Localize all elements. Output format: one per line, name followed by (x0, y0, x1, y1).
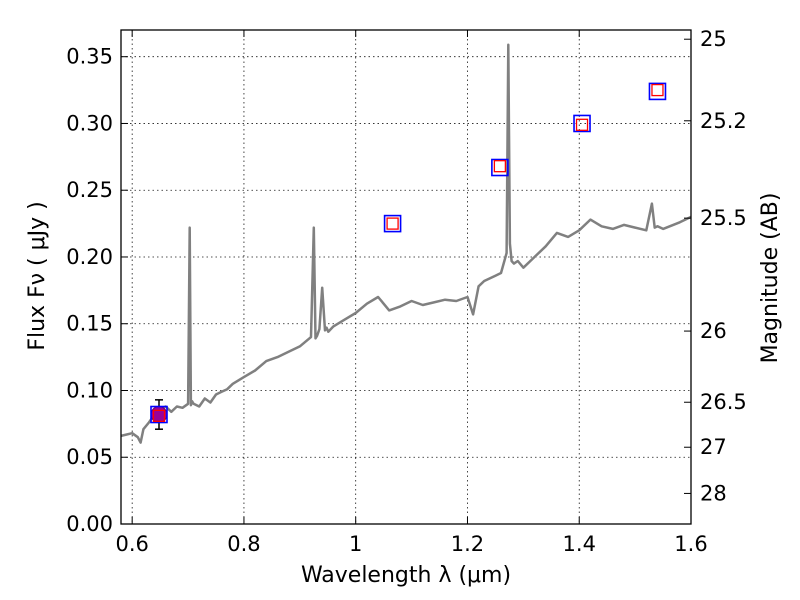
observed-point (573, 114, 591, 133)
y2-tick-label: 25.5 (700, 206, 747, 230)
model-point (152, 409, 166, 423)
x-tick-label: 1 (349, 532, 362, 556)
observed-point (491, 158, 509, 177)
x-tick-label: 0.6 (115, 532, 148, 556)
spectrum-line (120, 43, 692, 444)
x-tick-label: 1.2 (451, 532, 484, 556)
model-point (575, 118, 589, 131)
y-tick-label: 0.00 (66, 512, 113, 536)
observed-point (648, 82, 667, 101)
y-tick-label: 0.05 (66, 445, 113, 469)
x-axis-label: Wavelength λ (μm) (301, 563, 511, 588)
grid-layer (121, 30, 691, 524)
y-tick-label: 0.20 (66, 245, 113, 269)
observed-point (150, 405, 168, 424)
tick-layer: 0.6 0.8 1 1.2 1.4 1.6 0.00 0.05 0.10 0.15 0.20 0.25… (66, 27, 747, 556)
y-tick-label: 0.25 (66, 178, 113, 202)
y2-tick-label: 25 (700, 27, 727, 51)
y-tick-label: 0.15 (66, 312, 113, 336)
model-point (493, 160, 507, 173)
y2-tick-label: 25.2 (700, 109, 747, 133)
y2-tick-label: 26 (700, 319, 727, 343)
y2-tick-label: 28 (700, 481, 727, 505)
y-axis-label: Flux Fν ( μJy ) (25, 201, 50, 350)
plot-frame (120, 29, 692, 525)
x-tick-label: 0.8 (227, 532, 260, 556)
y-tick-label: 0.10 (66, 378, 113, 402)
y2-tick-label: 27 (700, 435, 727, 459)
y2-tick-label: 26.5 (700, 390, 747, 414)
model-point (386, 217, 399, 230)
data-layer (120, 43, 692, 444)
model-point (651, 83, 664, 97)
y-tick-label: 0.35 (66, 45, 113, 69)
y-tick-label: 0.30 (66, 111, 113, 135)
observed-point (383, 214, 402, 233)
x-tick-label: 1.6 (674, 532, 707, 556)
y2-axis-label: Magnitude (AB) (758, 193, 783, 364)
x-tick-label: 1.4 (563, 532, 596, 556)
